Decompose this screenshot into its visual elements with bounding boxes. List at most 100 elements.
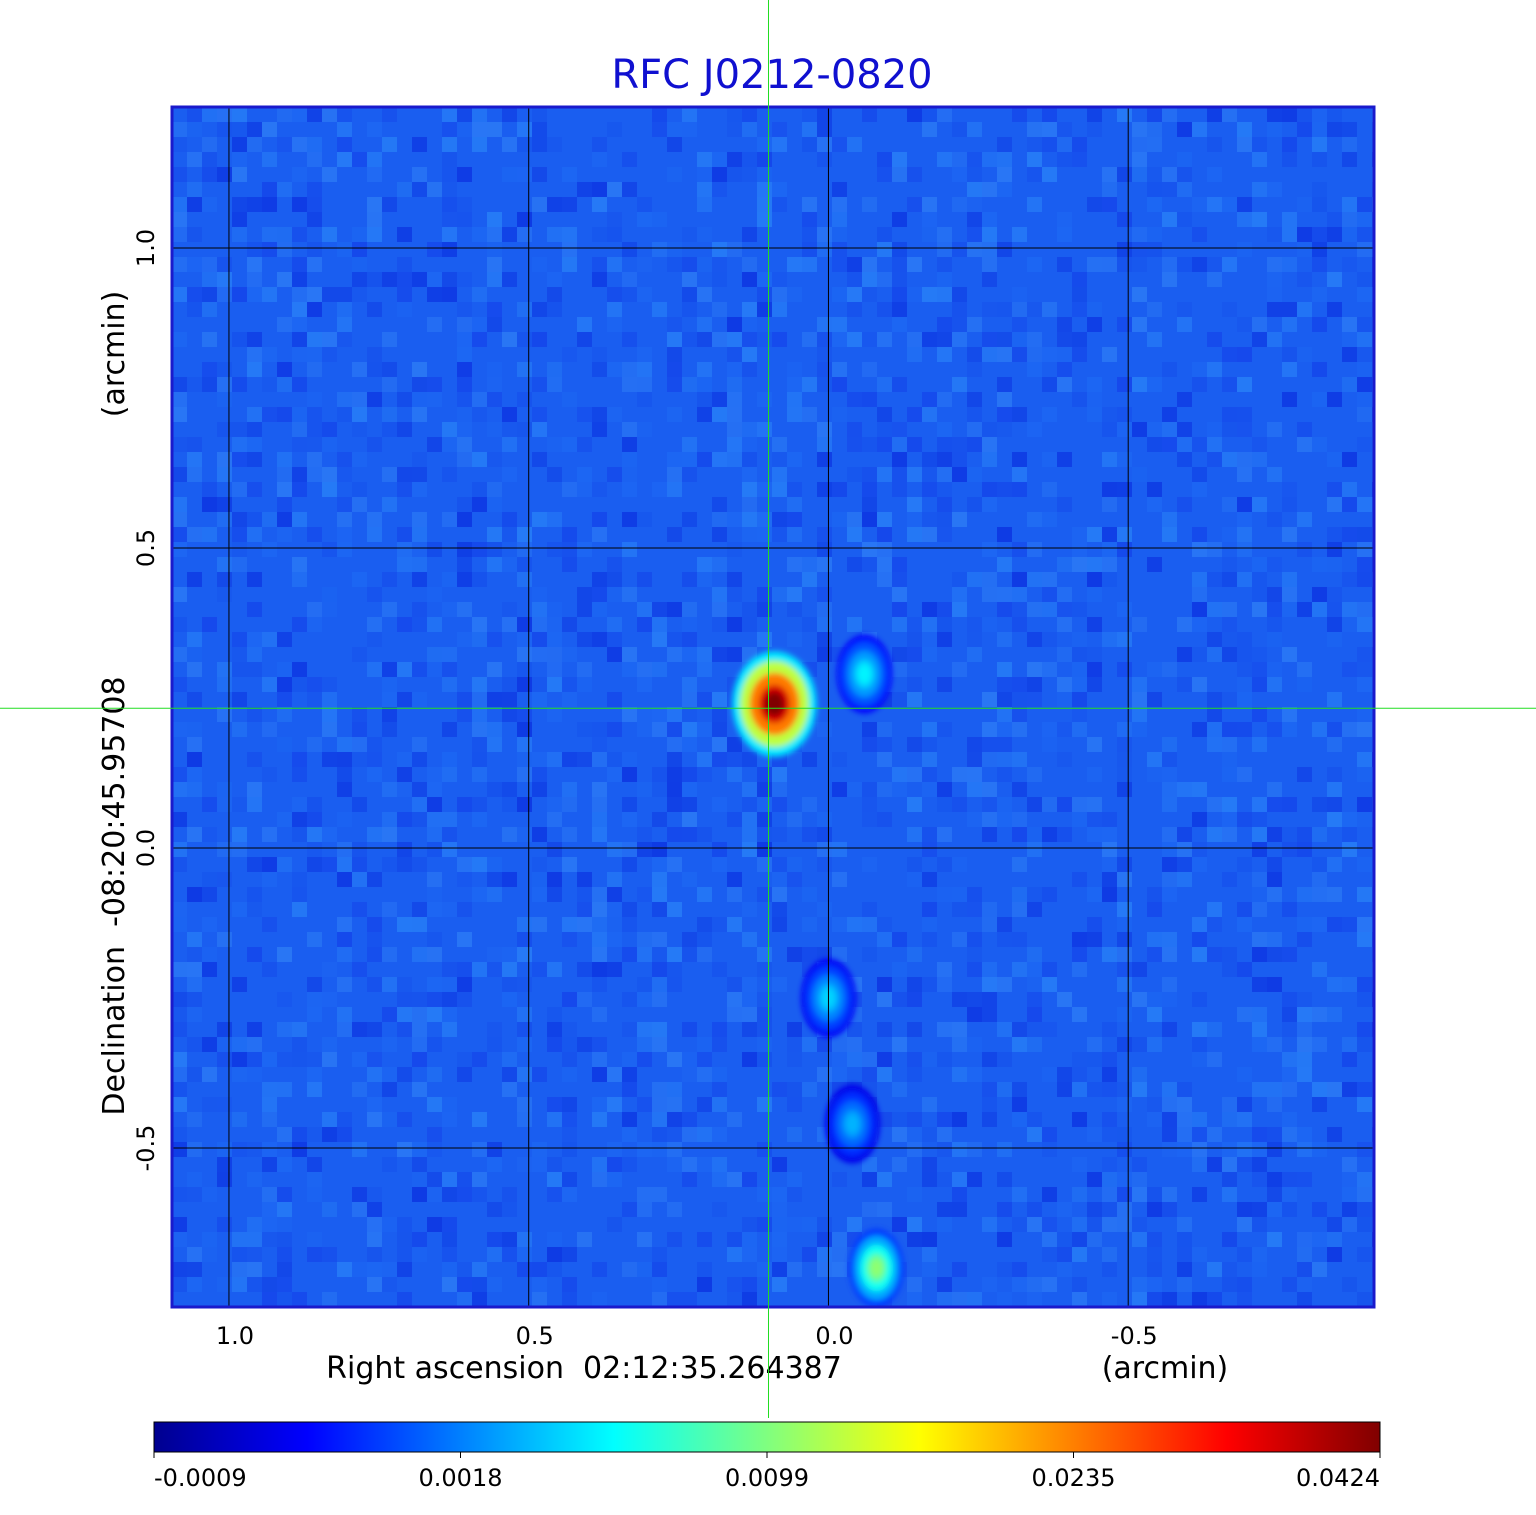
noise-pixel: [382, 1037, 397, 1052]
noise-pixel: [472, 1277, 487, 1292]
noise-pixel: [607, 1097, 622, 1112]
noise-pixel: [457, 1067, 472, 1082]
noise-pixel: [217, 452, 232, 467]
noise-pixel: [1147, 1037, 1162, 1052]
noise-pixel: [472, 392, 487, 407]
noise-pixel: [232, 227, 247, 242]
noise-pixel: [1327, 272, 1342, 287]
noise-pixel: [592, 752, 607, 767]
noise-pixel: [1207, 827, 1222, 842]
noise-pixel: [1072, 527, 1087, 542]
noise-pixel: [877, 227, 892, 242]
noise-pixel: [997, 182, 1012, 197]
noise-pixel: [1162, 827, 1177, 842]
noise-pixel: [1087, 677, 1102, 692]
noise-pixel: [862, 812, 877, 827]
noise-pixel: [1312, 317, 1327, 332]
noise-pixel: [232, 797, 247, 812]
noise-pixel: [697, 662, 712, 677]
noise-pixel: [877, 1202, 892, 1217]
noise-pixel: [682, 932, 697, 947]
noise-pixel: [1252, 797, 1267, 812]
noise-pixel: [847, 782, 862, 797]
noise-pixel: [952, 902, 967, 917]
noise-pixel: [247, 407, 262, 422]
noise-pixel: [1072, 1247, 1087, 1262]
noise-pixel: [742, 257, 757, 272]
noise-pixel: [787, 407, 802, 422]
noise-pixel: [1147, 332, 1162, 347]
noise-pixel: [817, 362, 832, 377]
noise-pixel: [712, 557, 727, 572]
noise-pixel: [847, 467, 862, 482]
noise-pixel: [622, 1082, 637, 1097]
noise-pixel: [352, 797, 367, 812]
noise-pixel: [1192, 227, 1207, 242]
noise-pixel: [292, 797, 307, 812]
noise-pixel: [877, 1052, 892, 1067]
noise-pixel: [1147, 302, 1162, 317]
noise-pixel: [427, 947, 442, 962]
noise-pixel: [1342, 197, 1357, 212]
noise-pixel: [337, 1127, 352, 1142]
noise-pixel: [547, 842, 562, 857]
noise-pixel: [712, 1022, 727, 1037]
noise-pixel: [832, 212, 847, 227]
noise-pixel: [727, 1112, 742, 1127]
noise-pixel: [1177, 167, 1192, 182]
noise-pixel: [472, 737, 487, 752]
noise-pixel: [442, 1217, 457, 1232]
noise-pixel: [1087, 797, 1102, 812]
noise-pixel: [1117, 527, 1132, 542]
noise-pixel: [487, 392, 502, 407]
noise-pixel: [727, 122, 742, 137]
noise-pixel: [727, 572, 742, 587]
noise-pixel: [712, 752, 727, 767]
noise-pixel: [277, 1082, 292, 1097]
noise-pixel: [1222, 1187, 1237, 1202]
noise-pixel: [682, 107, 697, 122]
noise-pixel: [577, 1232, 592, 1247]
noise-pixel: [487, 362, 502, 377]
noise-pixel: [862, 557, 877, 572]
noise-pixel: [1327, 542, 1342, 557]
noise-pixel: [562, 617, 577, 632]
noise-pixel: [442, 212, 457, 227]
noise-pixel: [817, 227, 832, 242]
noise-pixel: [232, 647, 247, 662]
noise-pixel: [547, 467, 562, 482]
noise-pixel: [217, 167, 232, 182]
noise-pixel: [802, 617, 817, 632]
noise-pixel: [1267, 272, 1282, 287]
noise-pixel: [607, 632, 622, 647]
noise-pixel: [1237, 1007, 1252, 1022]
noise-pixel: [937, 287, 952, 302]
noise-pixel: [1252, 332, 1267, 347]
noise-pixel: [1357, 332, 1372, 347]
noise-pixel: [907, 197, 922, 212]
noise-pixel: [427, 977, 442, 992]
noise-pixel: [262, 347, 277, 362]
noise-pixel: [1297, 437, 1312, 452]
noise-pixel: [1252, 437, 1267, 452]
noise-pixel: [697, 557, 712, 572]
noise-pixel: [247, 362, 262, 377]
noise-pixel: [952, 512, 967, 527]
noise-pixel: [1357, 527, 1372, 542]
noise-pixel: [262, 152, 277, 167]
noise-pixel: [457, 632, 472, 647]
noise-pixel: [892, 992, 907, 1007]
noise-pixel: [307, 212, 322, 227]
noise-pixel: [697, 182, 712, 197]
noise-pixel: [577, 467, 592, 482]
noise-pixel: [922, 782, 937, 797]
noise-pixel: [952, 1112, 967, 1127]
noise-pixel: [1177, 212, 1192, 227]
noise-pixel: [367, 167, 382, 182]
noise-pixel: [1237, 1277, 1252, 1292]
noise-pixel: [607, 932, 622, 947]
noise-pixel: [1027, 362, 1042, 377]
noise-pixel: [1132, 317, 1147, 332]
noise-pixel: [397, 542, 412, 557]
noise-pixel: [997, 662, 1012, 677]
